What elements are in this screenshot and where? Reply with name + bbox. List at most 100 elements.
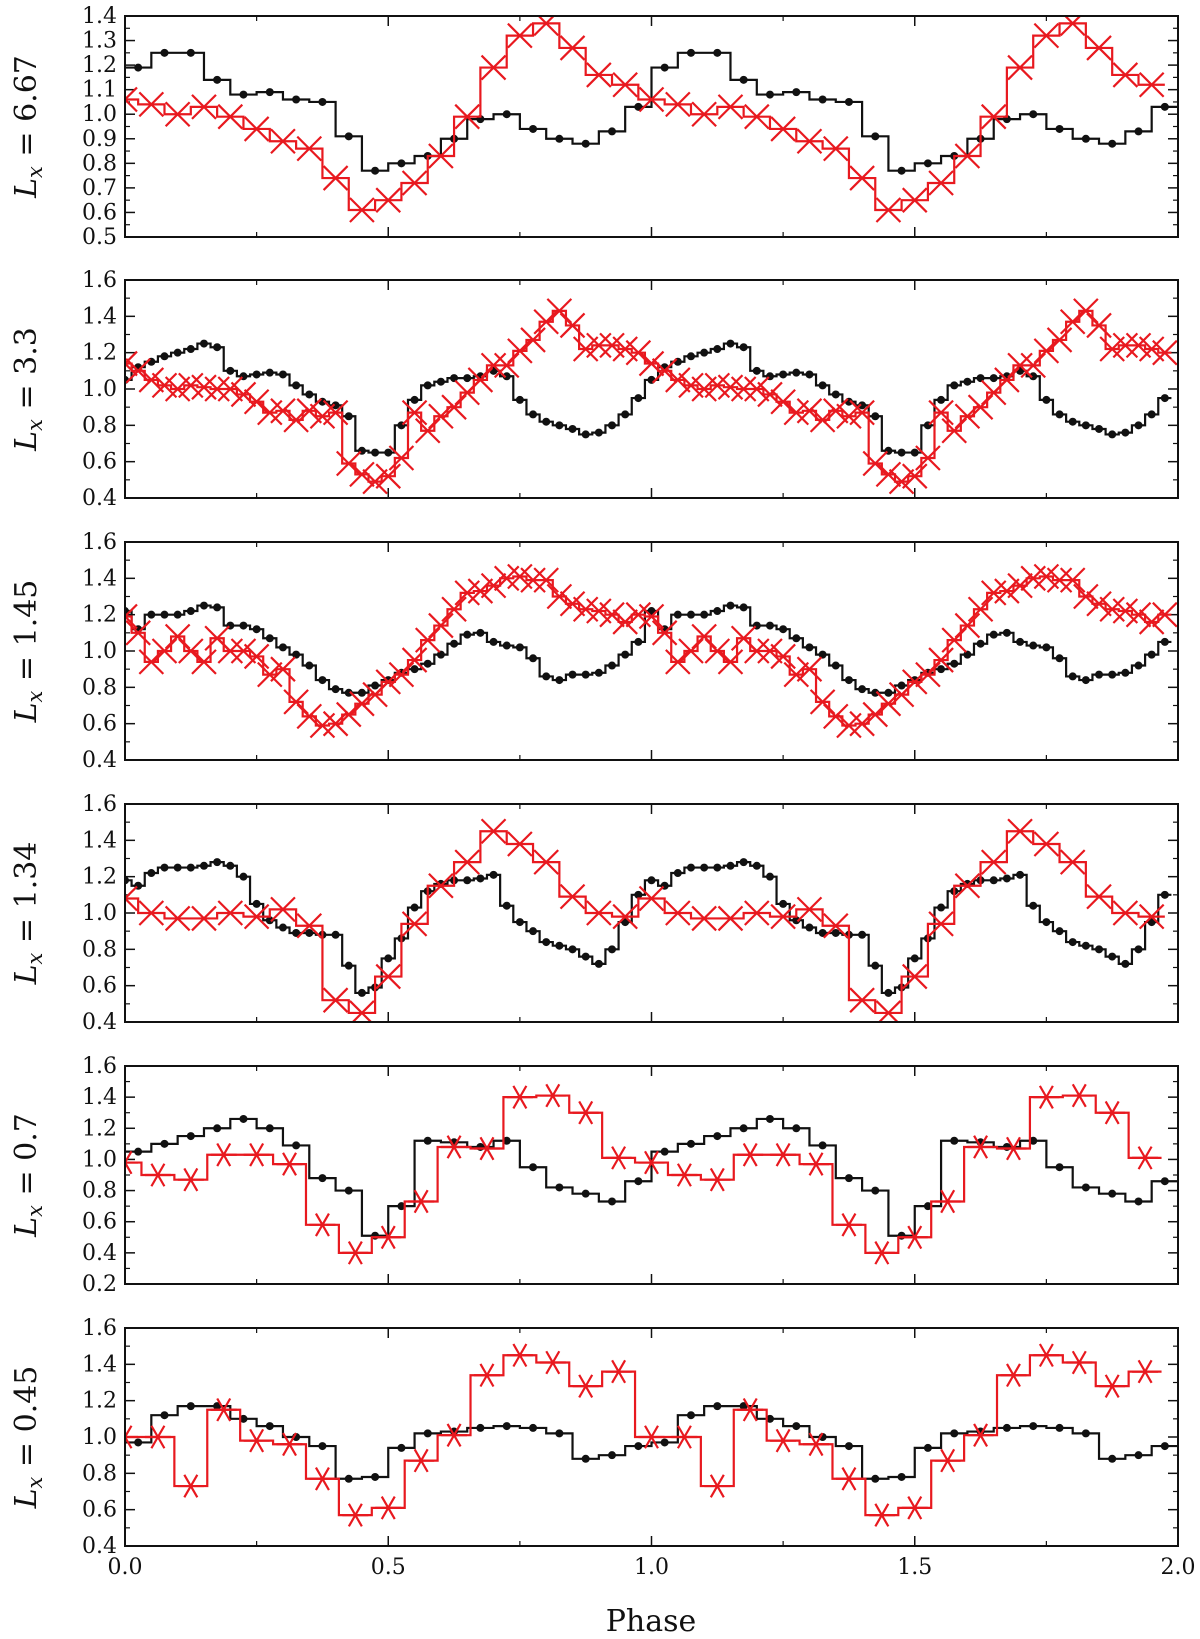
y-tick-label: 1.0 xyxy=(82,1425,117,1450)
y-tick-label: 1.6 xyxy=(82,792,117,817)
series-red-point xyxy=(901,1225,928,1250)
series-black-point xyxy=(1068,417,1077,426)
series-red-point xyxy=(243,1142,270,1167)
series-red-point xyxy=(994,578,1020,604)
series-black-point xyxy=(371,681,380,690)
series-red-point xyxy=(1059,16,1086,37)
series-black-point xyxy=(858,685,867,694)
series-black-point xyxy=(686,1411,695,1420)
series-red-point xyxy=(875,197,902,223)
series-red-point xyxy=(138,91,165,118)
series-black-point xyxy=(331,401,340,410)
series-black-point xyxy=(765,1414,774,1423)
series-red-point xyxy=(1125,601,1152,628)
series-black-point xyxy=(1029,641,1038,650)
series-red-point xyxy=(230,638,257,664)
series-red-point xyxy=(835,1213,862,1237)
series-red-point xyxy=(796,656,823,682)
series-black-line xyxy=(125,861,1172,995)
series-black-point xyxy=(1160,394,1169,403)
series-black-point xyxy=(739,343,748,352)
series-black-point xyxy=(765,872,774,881)
series-black-point xyxy=(1029,1136,1038,1145)
series-red-point xyxy=(638,86,665,113)
series-black-point xyxy=(160,863,169,872)
series-red-point xyxy=(296,912,323,939)
series-black-point xyxy=(1002,874,1011,883)
series-black-point xyxy=(489,870,498,879)
series-red-point xyxy=(849,710,875,737)
series-red-point xyxy=(559,883,586,910)
series-red-point xyxy=(1033,22,1060,49)
series-black-point xyxy=(989,630,998,639)
series-red-point xyxy=(770,1142,797,1167)
series-red-point xyxy=(349,197,375,223)
series-black-point xyxy=(213,858,222,867)
series-black-point xyxy=(792,916,801,925)
series-black-point xyxy=(621,650,630,659)
series-black-point xyxy=(673,610,682,619)
series-black-point xyxy=(897,166,906,175)
series-red-point xyxy=(546,583,573,610)
series-red-point xyxy=(1059,567,1086,593)
series-black-point xyxy=(871,132,880,141)
series-red-point xyxy=(888,468,915,495)
series-black-point xyxy=(173,863,182,872)
series-red-point xyxy=(138,367,165,393)
series-red-point xyxy=(612,71,638,98)
x-tick-label: 0.5 xyxy=(371,1555,406,1580)
series-red-point xyxy=(217,103,244,130)
series-black-point xyxy=(871,688,880,697)
series-red-point xyxy=(210,1397,237,1422)
series-red-point xyxy=(868,1503,895,1527)
series-red-point xyxy=(875,690,902,717)
series-black-point xyxy=(239,1414,248,1423)
series-black-point xyxy=(568,670,577,679)
y-tick-label: 1.2 xyxy=(82,1389,117,1414)
series-red-point xyxy=(928,399,954,426)
series-black-point xyxy=(226,366,235,375)
series-black-point xyxy=(1095,670,1104,679)
y-tick-label: 1.4 xyxy=(82,1352,117,1377)
series-black-point xyxy=(371,448,380,457)
series-red-point xyxy=(520,567,546,593)
series-red-point xyxy=(967,1423,994,1447)
y-tick-label: 1.6 xyxy=(82,268,117,293)
series-red-point xyxy=(901,463,928,489)
series-black-point xyxy=(871,1186,880,1195)
series-black-point xyxy=(292,1141,301,1150)
series-red-point xyxy=(1138,71,1165,98)
series-black-point xyxy=(489,637,498,646)
series-black-point xyxy=(713,48,722,57)
series-black-point xyxy=(608,1451,617,1460)
panels: 0.50.60.70.80.91.01.11.21.31.4Lx = 6.670… xyxy=(9,4,1196,1580)
series-black-point xyxy=(160,1411,169,1420)
series-red-point xyxy=(730,376,757,402)
series-red-point xyxy=(375,1225,402,1250)
series-black-point xyxy=(581,1454,590,1463)
series-black-point xyxy=(318,1174,327,1183)
series-red-point xyxy=(934,1448,961,1473)
series-black-point xyxy=(647,876,656,885)
series-black-point xyxy=(923,159,932,168)
series-black-point xyxy=(199,339,208,348)
series-red-point xyxy=(454,103,481,130)
series-black-point xyxy=(1029,1422,1038,1431)
series-black-point xyxy=(529,1163,538,1172)
series-red-point xyxy=(230,381,257,408)
series-red-point xyxy=(335,701,362,728)
series-red-point xyxy=(1066,1083,1093,1108)
series-red-point xyxy=(191,649,217,675)
series-red-point xyxy=(849,399,875,426)
series-black-point xyxy=(1134,421,1143,430)
series-red-point xyxy=(717,649,744,675)
series-black-point xyxy=(568,945,577,954)
series-red-point xyxy=(473,1363,500,1388)
y-tick-label: 1.6 xyxy=(82,530,117,555)
series-black-point xyxy=(239,90,248,99)
series-red-line xyxy=(125,1094,1162,1254)
series-red-point xyxy=(1099,1374,1126,1398)
series-black-point xyxy=(897,1472,906,1481)
series-black-point xyxy=(858,401,867,410)
